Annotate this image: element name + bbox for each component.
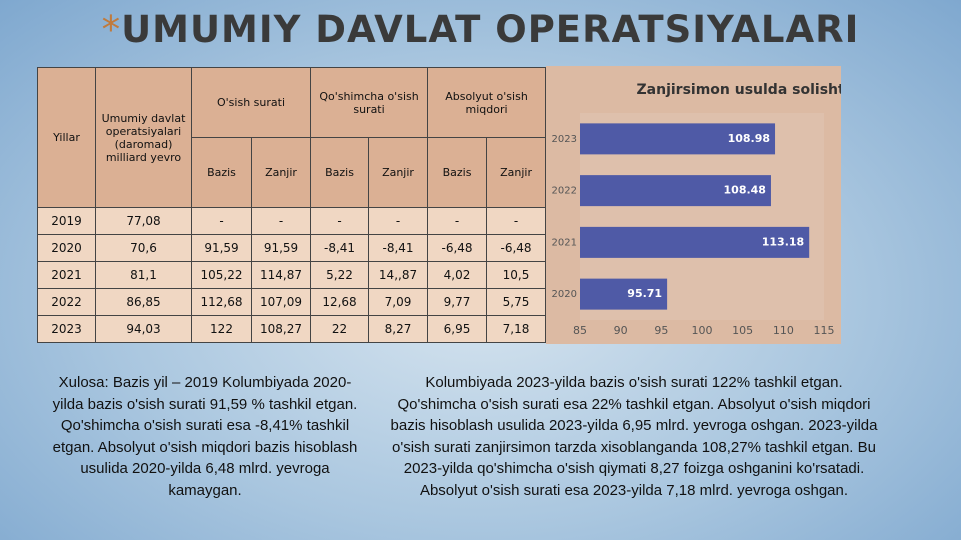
table-cell: 2022 bbox=[37, 288, 96, 316]
subheader-cell: Bazis bbox=[191, 137, 252, 208]
header-cell: Qo'shimcha o'sish surati bbox=[310, 67, 429, 138]
x-tick-label: 100 bbox=[692, 324, 713, 337]
title-text: UMUMIY DAVLAT OPERATSIYALARI bbox=[121, 8, 860, 51]
table-cell: - bbox=[368, 207, 429, 235]
table-row: 2019 77,08- - - - - - bbox=[37, 207, 547, 235]
table-row: 2020 70,6 91,59 91,59 -8,41 -8,41 -6,48 -6,48 bbox=[37, 234, 547, 262]
x-tick-label: 85 bbox=[573, 324, 587, 337]
x-tick-label: 115 bbox=[814, 324, 835, 337]
subheader-cell: Bazis bbox=[427, 137, 488, 208]
data-label: 108.98 bbox=[728, 132, 770, 145]
table-cell: 4,02 bbox=[427, 261, 488, 289]
table-cell: 86,85 bbox=[95, 288, 192, 316]
table-cell: 122 bbox=[191, 315, 252, 343]
table-cell: 112,68 bbox=[191, 288, 252, 316]
y-tick-label: 2022 bbox=[552, 186, 577, 197]
table-cell: 5,75 bbox=[486, 288, 547, 316]
subheader-cell: Bazis bbox=[310, 137, 370, 208]
table-cell: 94,03 bbox=[95, 315, 192, 343]
bar bbox=[580, 278, 668, 310]
subheader-cell: Zanjir bbox=[368, 137, 429, 208]
table-row: 2021 81,1 105,22 114,87 5,22 14,,87 4,02 10,5 bbox=[37, 261, 547, 289]
data-label: 95.71 bbox=[627, 287, 662, 300]
subheader-cell: Zanjir bbox=[486, 137, 547, 208]
chart-title: Zanjirsimon usulda solishtiruv bbox=[637, 82, 842, 98]
table-cell: 2020 bbox=[37, 234, 96, 262]
table-cell: - bbox=[250, 207, 312, 235]
table-cell: 2023 bbox=[37, 315, 96, 343]
table-cell: -6,48 bbox=[427, 234, 488, 262]
table-cell: -8,41 bbox=[368, 234, 429, 262]
table-cell: -6,48 bbox=[486, 234, 547, 262]
table-cell: 5,22 bbox=[310, 261, 370, 289]
table-cell: 6,95 bbox=[427, 315, 488, 343]
table-cell: 2019 bbox=[37, 207, 96, 235]
y-tick-label: 2023 bbox=[552, 134, 577, 145]
table-cell: 114,87 bbox=[250, 261, 312, 289]
x-tick-label: 105 bbox=[732, 324, 753, 337]
x-tick-label: 90 bbox=[614, 324, 628, 337]
bar bbox=[580, 123, 776, 155]
conclusion-right: Kolumbiyada 2023-yilda bazis o'sish sura… bbox=[390, 374, 878, 499]
header-cell: O'sish surati bbox=[190, 67, 312, 138]
conclusion-left: Xulosa: Bazis yil – 2019 Kolumbiyada 202… bbox=[52, 374, 358, 499]
header-cell: Absolyut o'sish miqdori bbox=[427, 67, 547, 138]
table-cell: - bbox=[310, 207, 370, 235]
chart: Zanjirsimon usulda solishtiruv 85 90 95 100… bbox=[546, 66, 841, 344]
table-cell: 2021 bbox=[37, 261, 96, 289]
table-row: 2022 86,85 112,68 107,09 12,68 7,09 9,77 5,75 bbox=[37, 288, 547, 316]
title: *UMUMIY DAVLAT OPERATSIYALARI bbox=[0, 8, 961, 51]
table-cell: - bbox=[486, 207, 547, 235]
table-cell: 22 bbox=[310, 315, 370, 343]
table-cell: - bbox=[427, 207, 488, 235]
table-cell: 77,08 bbox=[95, 207, 192, 235]
x-tick-label: 110 bbox=[773, 324, 794, 337]
table-cell: 91,59 bbox=[250, 234, 312, 262]
header-cell: Yillar bbox=[37, 67, 96, 208]
table-cell: 70,6 bbox=[95, 234, 192, 262]
subheader-cell: Zanjir bbox=[250, 137, 312, 208]
y-tick-label: 2021 bbox=[552, 237, 577, 248]
table-cell: 105,22 bbox=[191, 261, 252, 289]
table-cell: 91,59 bbox=[191, 234, 252, 262]
table-cell: 10,5 bbox=[486, 261, 547, 289]
table-cell: 12,68 bbox=[310, 288, 370, 316]
table-cell: - bbox=[191, 207, 252, 235]
table-cell: 107,09 bbox=[250, 288, 312, 316]
data-label: 113.18 bbox=[762, 235, 804, 248]
y-tick-label: 2020 bbox=[552, 289, 577, 300]
x-tick-label: 95 bbox=[654, 324, 668, 337]
table-cell: 7,18 bbox=[486, 315, 547, 343]
table-cell: 8,27 bbox=[368, 315, 429, 343]
table-row: 2023 94,03 122 108,27 22 8,27 6,95 7,18 bbox=[37, 315, 547, 343]
data-label: 108.48 bbox=[724, 184, 766, 197]
bullet: * bbox=[101, 8, 122, 51]
table-cell: 9,77 bbox=[427, 288, 488, 316]
data-table: Yillar Umumiy davlat operatsiyalari (dar… bbox=[37, 67, 547, 343]
header-cell: Umumiy davlat operatsiyalari (daromad) m… bbox=[95, 67, 192, 208]
bar bbox=[580, 226, 810, 258]
table-cell: 108,27 bbox=[250, 315, 312, 343]
table-cell: 7,09 bbox=[368, 288, 429, 316]
table-cell: 81,1 bbox=[95, 261, 192, 289]
table-cell: -8,41 bbox=[310, 234, 370, 262]
bar bbox=[580, 175, 771, 207]
table-cell: 14,,87 bbox=[368, 261, 429, 289]
